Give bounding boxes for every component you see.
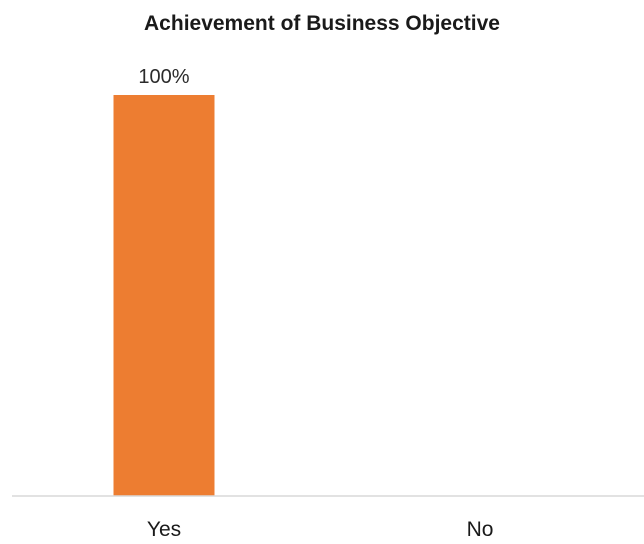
ticks-layer: Yes No (147, 518, 494, 541)
data-label-yes: 100% (138, 66, 189, 88)
bars-layer (113, 95, 215, 496)
x-tick-label-yes: Yes (147, 518, 181, 541)
chart-title: Achievement of Business Objective (144, 12, 500, 35)
bar-yes (113, 95, 215, 496)
labels-layer: 100% (138, 66, 189, 88)
x-tick-label-no: No (467, 518, 494, 541)
